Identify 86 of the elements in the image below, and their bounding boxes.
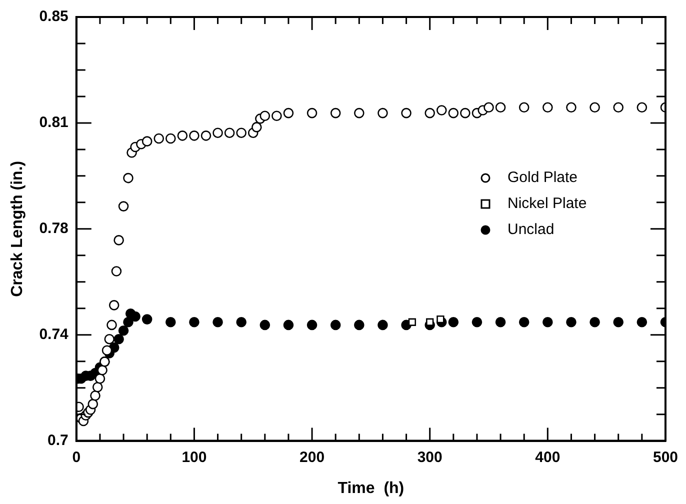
- point: [518, 102, 530, 113]
- point: [212, 316, 223, 328]
- point: [123, 172, 134, 184]
- point: [378, 108, 388, 118]
- x-tick-label: 100: [182, 448, 207, 466]
- point: [495, 102, 506, 113]
- x-tick-label: 400: [535, 448, 560, 466]
- point: [330, 108, 341, 118]
- point: [590, 102, 600, 113]
- point: [166, 316, 176, 328]
- point: [484, 102, 494, 113]
- x-tick-label: 200: [300, 448, 325, 466]
- point: [200, 130, 212, 141]
- point: [306, 108, 318, 118]
- point: [260, 110, 270, 122]
- point: [566, 316, 576, 328]
- point: [118, 325, 129, 336]
- point: [189, 130, 200, 141]
- point: [90, 390, 100, 401]
- point: [272, 110, 282, 122]
- y-tick-label: 0.74: [39, 326, 70, 343]
- y-tick-label: 0.81: [39, 114, 68, 132]
- point: [283, 320, 294, 330]
- point: [590, 316, 600, 328]
- point: [111, 266, 122, 276]
- point: [330, 320, 341, 330]
- point: [154, 133, 164, 144]
- point: [106, 320, 117, 330]
- y-tick-label: 0.7: [48, 432, 68, 449]
- point: [495, 316, 506, 328]
- point: [354, 320, 364, 330]
- point: [460, 108, 470, 118]
- point: [542, 102, 553, 113]
- point: [142, 136, 152, 146]
- point: [354, 108, 364, 118]
- x-tick-label: 300: [417, 448, 442, 466]
- point: [118, 201, 129, 212]
- point: [123, 316, 134, 328]
- point: [613, 102, 624, 113]
- point: [448, 108, 459, 118]
- point: [472, 316, 482, 328]
- point: [426, 318, 434, 326]
- legend-label: Nickel Plate: [507, 195, 587, 212]
- x-axis-title: Time (h): [338, 480, 404, 497]
- point: [189, 316, 200, 328]
- point: [566, 102, 576, 113]
- x-tick-label: 0: [72, 448, 81, 466]
- point: [94, 373, 106, 384]
- legend-label: Gold Plate: [507, 169, 578, 186]
- legend-label: Unclad: [507, 221, 554, 238]
- point: [236, 128, 246, 138]
- y-axis-title: Crack Length (in.): [9, 160, 26, 297]
- point: [224, 128, 235, 138]
- point: [401, 108, 412, 118]
- point: [104, 334, 115, 344]
- point: [252, 122, 262, 132]
- point: [613, 316, 624, 328]
- point: [636, 316, 648, 328]
- y-tick-label: 0.85: [39, 8, 68, 26]
- point: [130, 311, 140, 322]
- point: [236, 316, 246, 328]
- point: [142, 314, 152, 324]
- point: [88, 398, 98, 410]
- x-tick-label: 500: [652, 448, 678, 466]
- point: [166, 133, 176, 144]
- point: [436, 315, 444, 324]
- point: [306, 320, 318, 330]
- point: [102, 345, 112, 356]
- point: [408, 318, 416, 326]
- point: [542, 316, 553, 328]
- point: [177, 130, 188, 141]
- point: [436, 105, 447, 116]
- point: [518, 316, 530, 328]
- point: [424, 108, 435, 118]
- point: [108, 300, 120, 310]
- point: [114, 235, 124, 246]
- point: [260, 320, 270, 330]
- point: [448, 316, 459, 328]
- point: [378, 320, 388, 330]
- point: [212, 128, 223, 138]
- point: [114, 334, 124, 344]
- point: [283, 108, 294, 118]
- point: [92, 382, 103, 392]
- point: [636, 102, 648, 113]
- point: [97, 365, 108, 376]
- y-tick-label: 0.78: [39, 220, 68, 238]
